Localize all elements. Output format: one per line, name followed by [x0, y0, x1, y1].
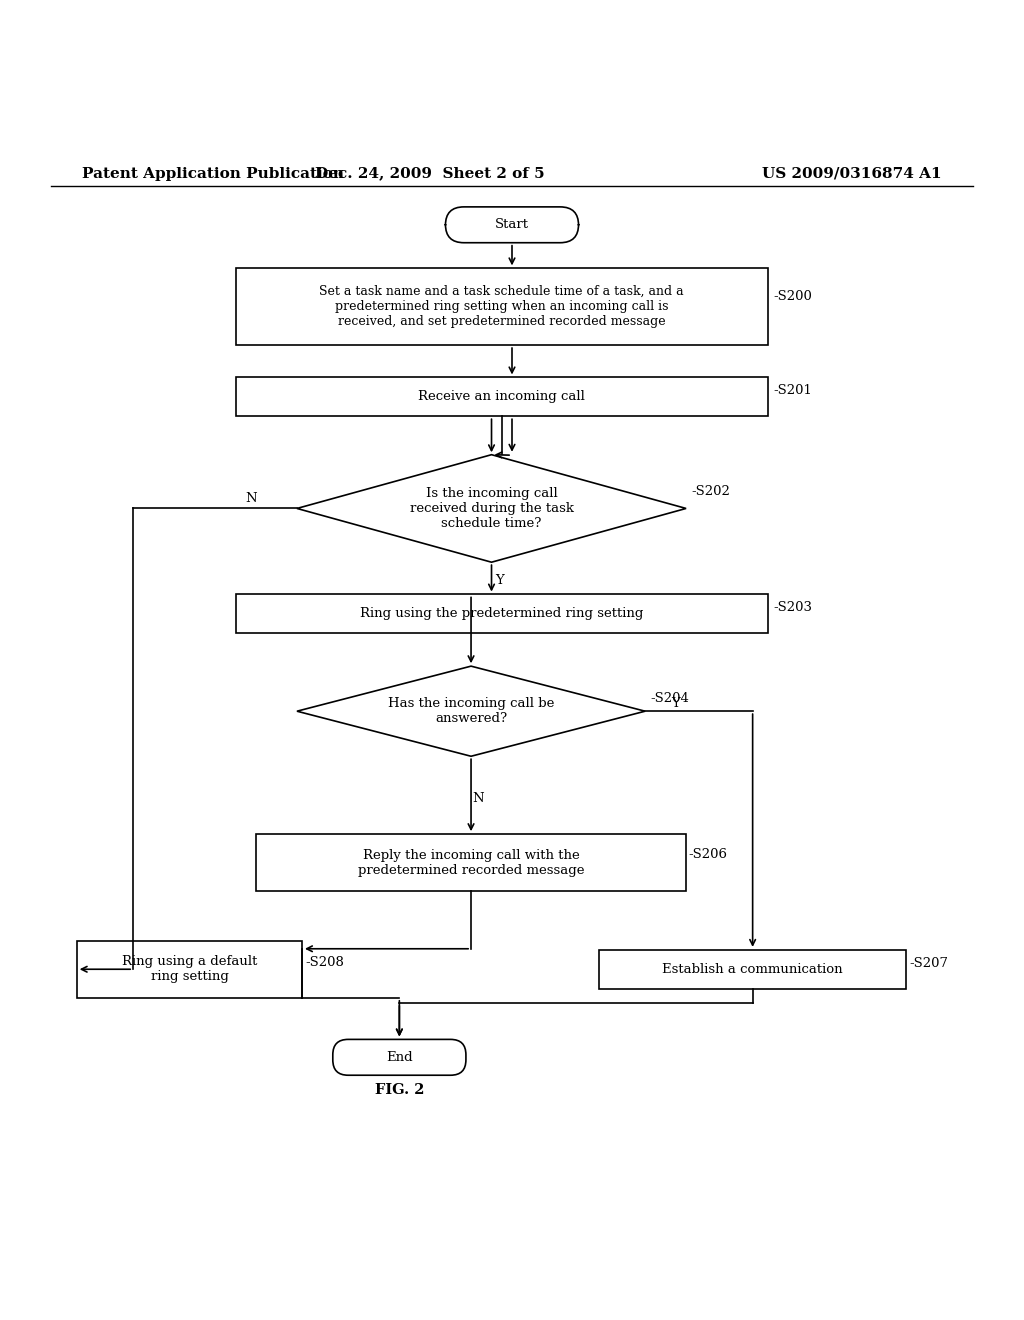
Bar	[236, 594, 768, 634]
Text: -S206: -S206	[688, 847, 727, 861]
Bar	[236, 268, 768, 345]
Text: -S208: -S208	[305, 956, 344, 969]
Text: -S200: -S200	[773, 290, 812, 304]
Text: Ring using the predetermined ring setting: Ring using the predetermined ring settin…	[360, 607, 643, 620]
FancyBboxPatch shape	[333, 1039, 466, 1076]
Text: -S207: -S207	[909, 957, 948, 970]
Text: Dec. 24, 2009  Sheet 2 of 5: Dec. 24, 2009 Sheet 2 of 5	[315, 166, 545, 181]
Text: Start: Start	[495, 218, 529, 231]
Text: Is the incoming call
received during the task
schedule time?: Is the incoming call received during the…	[410, 487, 573, 529]
Polygon shape	[297, 667, 645, 756]
Text: Establish a communication: Establish a communication	[663, 962, 843, 975]
Bar	[599, 950, 906, 989]
Text: N: N	[472, 792, 484, 805]
Text: N: N	[245, 492, 257, 504]
Text: -S204: -S204	[650, 693, 689, 705]
Bar	[77, 941, 302, 998]
Bar	[236, 378, 768, 416]
Text: Set a task name and a task schedule time of a task, and a
predetermined ring set: Set a task name and a task schedule time…	[319, 285, 684, 329]
Text: -S203: -S203	[773, 602, 812, 614]
Text: Ring using a default
ring setting: Ring using a default ring setting	[122, 956, 257, 983]
Text: US 2009/0316874 A1: US 2009/0316874 A1	[763, 166, 942, 181]
Text: End: End	[386, 1051, 413, 1064]
Text: Receive an incoming call: Receive an incoming call	[419, 391, 585, 404]
Polygon shape	[297, 454, 686, 562]
Text: -S202: -S202	[691, 484, 730, 498]
Text: FIG. 2: FIG. 2	[375, 1084, 424, 1097]
Text: Has the incoming call be
answered?: Has the incoming call be answered?	[388, 697, 554, 725]
Text: Patent Application Publication: Patent Application Publication	[82, 166, 344, 181]
Text: -S201: -S201	[773, 384, 812, 397]
FancyBboxPatch shape	[445, 207, 579, 243]
Bar	[256, 834, 686, 891]
Text: Reply the incoming call with the
predetermined recorded message: Reply the incoming call with the predete…	[357, 849, 585, 876]
Text: Y: Y	[496, 574, 504, 586]
Text: Y: Y	[672, 697, 680, 710]
